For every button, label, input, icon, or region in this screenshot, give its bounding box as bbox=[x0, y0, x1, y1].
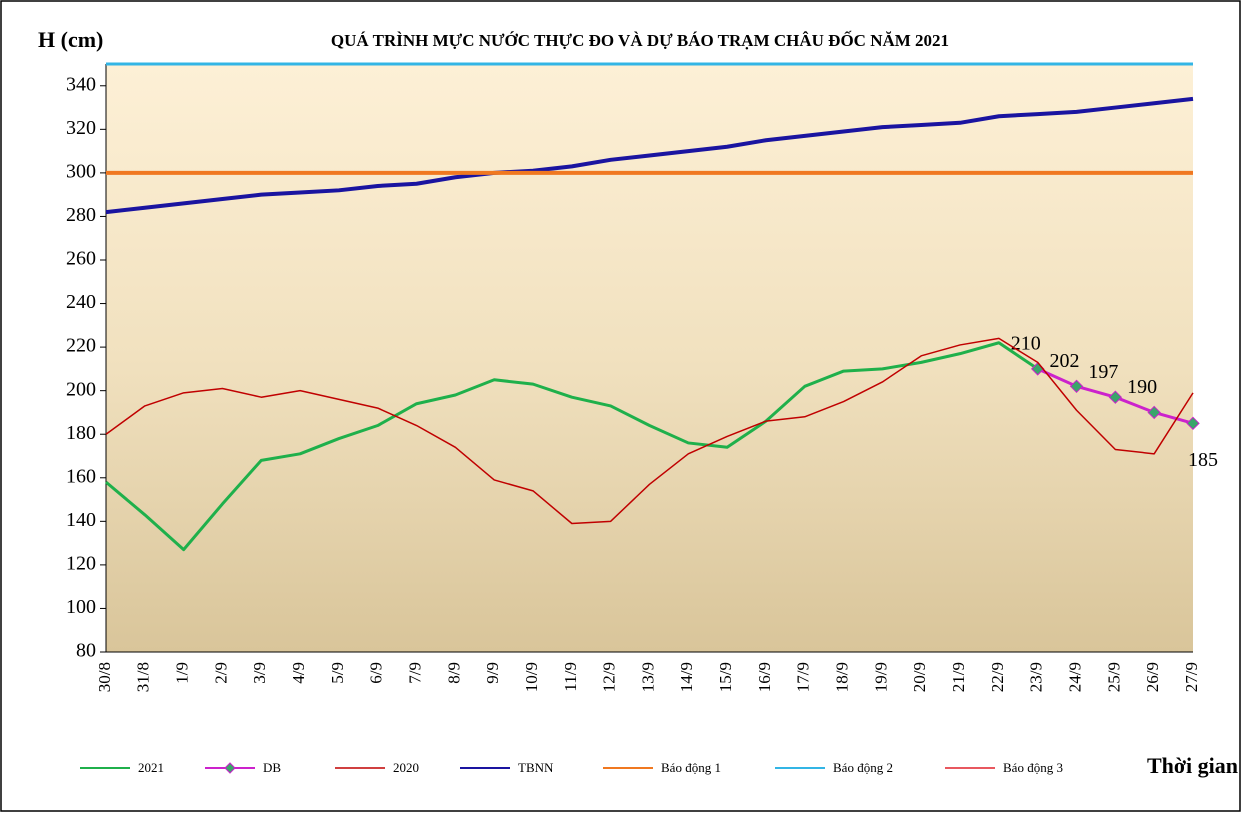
x-tick-label: 10/9 bbox=[522, 662, 541, 692]
y-tick-label: 240 bbox=[66, 291, 96, 313]
marker bbox=[1108, 390, 1123, 404]
x-tick-label: 14/9 bbox=[677, 662, 696, 692]
y-tick-label: 320 bbox=[66, 117, 96, 139]
x-tick-label: 19/9 bbox=[871, 662, 890, 692]
x-tick-label: 23/9 bbox=[1027, 662, 1046, 692]
x-tick-label: 13/9 bbox=[638, 662, 657, 692]
x-tick-label: 2/9 bbox=[211, 662, 230, 684]
x-tick-label: 8/9 bbox=[444, 662, 463, 684]
y-tick-label: 280 bbox=[66, 204, 96, 226]
x-tick-label: 18/9 bbox=[833, 662, 852, 692]
chart-title: QUÁ TRÌNH MỰC NƯỚC THỰC ĐO VÀ DỰ BÁO TRẠ… bbox=[331, 30, 949, 50]
x-tick-label: 27/9 bbox=[1182, 662, 1201, 692]
y-tick-label: 120 bbox=[66, 552, 96, 574]
series-line bbox=[105, 96, 1194, 215]
y-tick-label: 160 bbox=[66, 465, 96, 487]
y-tick-label: 220 bbox=[66, 335, 96, 357]
y-tick-label: 260 bbox=[66, 248, 96, 270]
legend-label: Báo động 2 bbox=[833, 760, 893, 775]
x-tick-label: 3/9 bbox=[250, 662, 269, 684]
series-line bbox=[105, 337, 1194, 525]
x-tick-label: 7/9 bbox=[405, 662, 424, 684]
legend-label: 2020 bbox=[393, 760, 419, 775]
x-tick-label: 9/9 bbox=[483, 662, 502, 684]
x-tick-label: 22/9 bbox=[988, 662, 1007, 692]
marker bbox=[1147, 405, 1161, 420]
x-tick-label: 5/9 bbox=[328, 662, 347, 684]
y-axis-label: H (cm) bbox=[38, 27, 103, 52]
legend-label: TBNN bbox=[518, 760, 554, 775]
x-tick-label: 26/9 bbox=[1143, 662, 1162, 692]
legend-label: Báo động 3 bbox=[1003, 760, 1063, 775]
data-label: 185 bbox=[1188, 449, 1218, 471]
data-label: 202 bbox=[1050, 350, 1080, 372]
y-tick-label: 300 bbox=[66, 160, 96, 182]
data-label: 197 bbox=[1088, 361, 1118, 383]
x-tick-label: 30/8 bbox=[95, 662, 114, 692]
x-tick-label: 31/8 bbox=[134, 662, 153, 692]
y-tick-label: 80 bbox=[76, 640, 96, 662]
y-tick-label: 140 bbox=[66, 509, 96, 531]
x-tick-label: 4/9 bbox=[289, 662, 308, 684]
x-axis-label: Thời gian bbox=[1147, 753, 1238, 778]
x-tick-label: 24/9 bbox=[1065, 662, 1084, 692]
x-tick-label: 11/9 bbox=[561, 662, 580, 692]
data-label: 210 bbox=[1011, 332, 1041, 354]
marker bbox=[1186, 416, 1200, 431]
plot-area bbox=[106, 64, 1193, 652]
series-line bbox=[105, 341, 1039, 552]
legend-label: DB bbox=[263, 760, 281, 775]
y-tick-label: 100 bbox=[66, 596, 96, 618]
legend-marker bbox=[224, 762, 236, 774]
x-tick-label: 21/9 bbox=[949, 662, 968, 692]
x-tick-label: 12/9 bbox=[600, 662, 619, 692]
y-tick-label: 200 bbox=[66, 378, 96, 400]
x-tick-label: 17/9 bbox=[794, 662, 813, 692]
x-tick-label: 6/9 bbox=[367, 662, 386, 684]
x-tick-label: 16/9 bbox=[755, 662, 774, 692]
x-tick-label: 15/9 bbox=[716, 662, 735, 692]
marker bbox=[1069, 379, 1084, 394]
legend-label: 2021 bbox=[138, 760, 164, 775]
x-tick-label: 25/9 bbox=[1104, 662, 1123, 692]
data-label: 190 bbox=[1127, 376, 1157, 398]
legend-label: Báo động 1 bbox=[661, 760, 721, 775]
x-tick-label: 20/9 bbox=[910, 662, 929, 692]
y-tick-label: 340 bbox=[66, 73, 96, 95]
y-tick-label: 180 bbox=[66, 422, 96, 444]
x-tick-label: 1/9 bbox=[173, 662, 192, 684]
